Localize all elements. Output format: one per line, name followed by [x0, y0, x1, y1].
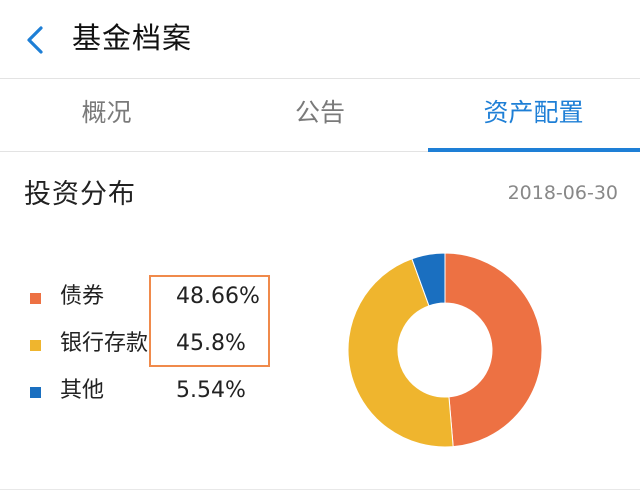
tab-overview[interactable]: 概况 [81, 98, 132, 127]
legend-value: 48.66% [176, 284, 260, 309]
slice-bank-deposit [347, 258, 454, 448]
divider [0, 489, 640, 490]
tab-asset-allocation[interactable]: 资产配置 [483, 98, 584, 127]
legend-swatch-bank-deposit [30, 340, 41, 351]
donut-chart [347, 252, 543, 448]
legend-label: 债券 [60, 284, 105, 309]
legend-label: 其他 [60, 378, 105, 403]
legend-swatch-other [30, 387, 41, 398]
legend-label: 银行存款 [60, 331, 149, 356]
legend-value: 5.54% [176, 378, 246, 403]
chevron-left-icon[interactable] [18, 22, 54, 58]
slice-other [411, 252, 446, 307]
active-tab-indicator [428, 148, 640, 152]
legend-value: 45.8% [176, 331, 246, 356]
legend-swatch-bond [30, 293, 41, 304]
tab-bar: 概况 公告 资产配置 [0, 79, 640, 152]
slice-bond [444, 252, 543, 448]
app-header: 基金档案 [0, 0, 640, 79]
page-title: 基金档案 [72, 21, 193, 55]
report-date: 2018-06-30 [507, 182, 618, 204]
section-title: 投资分布 [24, 179, 136, 210]
highlight-box [149, 275, 270, 367]
tab-announcements[interactable]: 公告 [294, 98, 345, 127]
